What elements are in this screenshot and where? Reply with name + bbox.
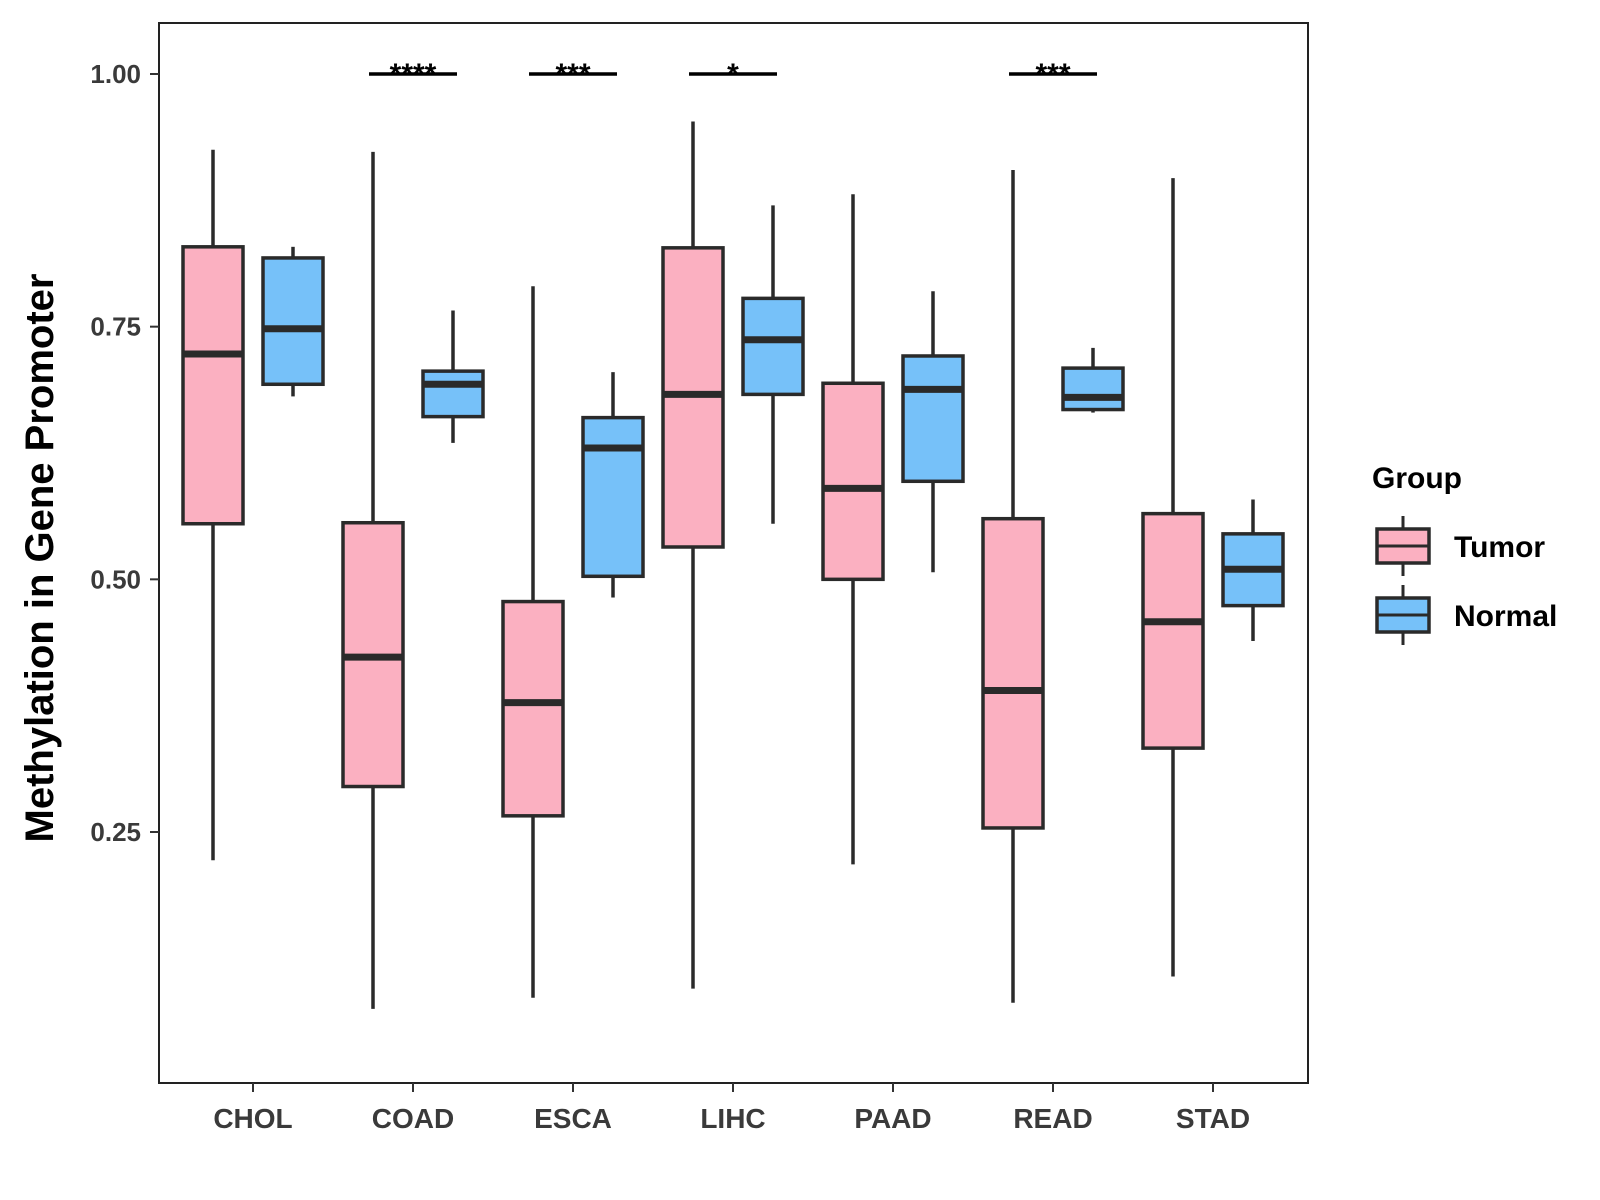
tumor-box-paad bbox=[821, 194, 885, 865]
x-tick-label: CHOL bbox=[213, 1103, 292, 1134]
y-axis-title: Methylation in Gene Promoter bbox=[18, 274, 62, 843]
normal-box-read bbox=[1061, 347, 1125, 413]
iqr-box bbox=[501, 599, 565, 818]
iqr-box bbox=[261, 256, 325, 387]
legend-label-tumor: Tumor bbox=[1454, 531, 1545, 564]
tumor-box-read bbox=[981, 170, 1045, 1003]
legend-key-normal bbox=[1375, 585, 1431, 645]
legend: Group Tumor Normal bbox=[1372, 462, 1557, 645]
boxes-layer bbox=[181, 121, 1285, 1009]
tumor-box-stad bbox=[1141, 178, 1205, 977]
normal-box-paad bbox=[901, 291, 965, 573]
y-tick-label: 1.00 bbox=[90, 59, 141, 89]
significance-label: * bbox=[727, 58, 739, 91]
tumor-box-lihc bbox=[661, 121, 725, 989]
y-tick-label: 0.25 bbox=[90, 817, 141, 847]
significance-label: *** bbox=[1035, 58, 1070, 91]
normal-box-chol bbox=[261, 246, 325, 397]
normal-box-coad bbox=[421, 310, 485, 443]
significance-label: *** bbox=[555, 58, 590, 91]
iqr-box bbox=[181, 245, 245, 526]
x-tick-label: ESCA bbox=[534, 1103, 612, 1134]
tumor-box-chol bbox=[181, 149, 245, 861]
iqr-box bbox=[581, 415, 645, 579]
y-tick-label: 0.75 bbox=[90, 312, 141, 342]
legend-label-normal: Normal bbox=[1454, 600, 1557, 633]
iqr-box bbox=[1141, 511, 1205, 750]
iqr-box bbox=[901, 354, 965, 484]
legend-key-tumor bbox=[1375, 516, 1431, 576]
normal-box-lihc bbox=[741, 205, 805, 524]
iqr-box bbox=[1061, 366, 1125, 412]
normal-box-stad bbox=[1221, 499, 1285, 641]
x-tick-label: READ bbox=[1013, 1103, 1092, 1134]
x-tick-label: LIHC bbox=[700, 1103, 765, 1134]
plot-panel bbox=[158, 22, 1309, 1084]
iqr-box bbox=[821, 381, 885, 582]
normal-box-esca bbox=[581, 372, 645, 598]
x-tick-label: PAAD bbox=[854, 1103, 931, 1134]
significance-layer: **** *** * *** bbox=[369, 58, 1097, 91]
x-tick-label: STAD bbox=[1176, 1103, 1250, 1134]
tumor-box-esca bbox=[501, 286, 565, 998]
y-tick-label: 0.50 bbox=[90, 564, 141, 594]
y-axis: 0.25 0.50 0.75 1.00 bbox=[90, 59, 159, 847]
x-tick-label: COAD bbox=[372, 1103, 454, 1134]
iqr-box bbox=[741, 296, 805, 397]
significance-label: **** bbox=[390, 58, 437, 91]
legend-title: Group bbox=[1372, 462, 1462, 495]
iqr-box bbox=[421, 369, 485, 419]
tumor-box-coad bbox=[341, 151, 405, 1009]
x-axis: CHOL COAD ESCA LIHC PAAD READ STAD bbox=[213, 1083, 1250, 1134]
iqr-box bbox=[981, 516, 1045, 830]
